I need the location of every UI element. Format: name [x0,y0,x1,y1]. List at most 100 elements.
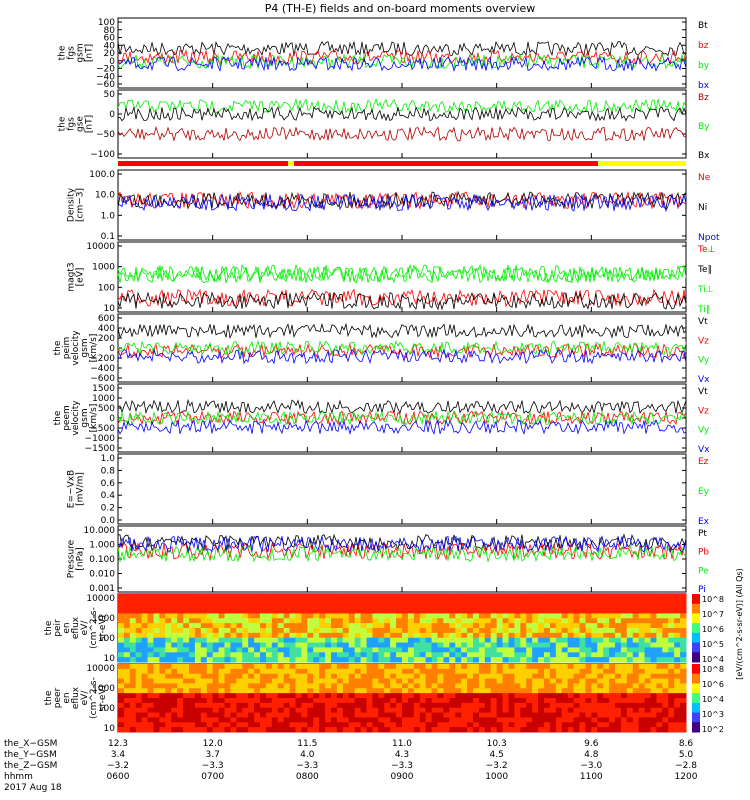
heatmap-cell [508,698,515,704]
heatmap-cell [603,632,610,639]
heatmap-cell [484,613,492,619]
heatmap-cell [680,594,687,600]
heatmap-cell [597,603,604,610]
heatmap-cell [680,618,687,624]
heatmap-cell [206,717,214,723]
heatmap-cell [567,693,575,699]
heatmap-cell [437,647,444,653]
heatmap-cell [194,717,202,723]
heatmap-cell [206,613,214,619]
heatmap-cell [656,668,663,675]
heatmap-cell [396,678,403,684]
heatmap-cell [555,664,563,670]
heatmap-cell [283,678,291,684]
heatmap-cell [585,647,592,653]
heatmap-cell [615,618,622,624]
heatmap-cell [431,722,438,728]
heatmap-cell [348,594,356,600]
heatmap-cell [597,717,604,723]
heatmap-cell [591,623,598,629]
heatmap-cell [147,678,154,684]
heatmap-cell [271,702,279,709]
heatmap-cell [597,707,604,714]
heatmap-cell [425,702,433,709]
heatmap-cell [496,712,504,718]
heatmap-cell [662,657,669,663]
heatmap-cell [147,623,154,629]
heatmap-cell [544,608,551,614]
heatmap-cell [313,664,320,670]
heatmap-cell [153,702,160,709]
y-label-line: the [58,45,68,60]
heatmap-cell [597,632,604,639]
heatmap-cell [183,722,190,728]
heatmap-cell [260,647,267,653]
heatmap-cell [372,603,379,610]
heatmap-cell [520,647,527,653]
heatmap-cell [396,717,403,723]
heatmap-cell [212,717,220,723]
heatmap-cell [413,652,421,658]
heatmap-cell [615,722,622,728]
heatmap-cell [254,668,261,675]
heatmap-cell [354,608,362,614]
heatmap-cell [437,613,444,619]
heatmap-cell [526,632,533,639]
heatmap-cell [260,673,267,680]
heatmap-cell [218,664,225,670]
heatmap-cell [585,722,592,728]
heatmap-cell [437,628,444,634]
heatmap-cell [295,664,302,670]
heatmap-cell [490,657,498,663]
heatmap-cell [301,642,308,648]
heatmap-cell [567,678,575,684]
heatmap-cell [307,673,314,680]
heatmap-cell [632,688,640,694]
heatmap-cell [230,693,237,699]
heatmap-cell [183,613,190,619]
heatmap-cell [354,603,362,610]
heatmap-cell [638,668,646,675]
heatmap-cell [650,613,657,619]
heatmap-cell [248,623,255,629]
heatmap-cell [650,702,657,709]
heatmap-cell [390,693,397,699]
heatmap-cell [514,618,521,624]
heatmap-cell [342,603,350,610]
heatmap-cell [378,657,385,663]
heatmap-cell [437,683,444,689]
heatmap-cell [437,594,444,600]
heatmap-cell [496,702,504,709]
heatmap-cell [396,668,403,675]
heatmap-cell [662,603,669,610]
y-label-line: sr-eV) [98,685,108,711]
heatmap-cell [449,594,456,600]
heatmap-cell [366,678,373,684]
heatmap-cell [496,717,504,723]
heatmap-cell [644,668,651,675]
heatmap-cell [200,683,208,689]
heatmap-cell [632,712,640,718]
heatmap-cell [277,673,285,680]
heatmap-cell [265,623,273,629]
heatmap-cell [626,594,634,600]
heatmap-cell [378,613,385,619]
heatmap-cell [390,632,397,639]
heatmap-cell [159,683,166,689]
heatmap-cell [650,632,657,639]
heatmap-cell [638,717,646,723]
heatmap-cell [425,652,433,658]
heatmap-cell [443,664,450,670]
heatmap-cell [490,698,498,704]
y-label-line: eV/ [80,620,90,636]
heatmap-cell [212,642,220,648]
heatmap-cell [526,698,533,704]
heatmap-cell [301,707,308,714]
heatmap-cell [473,594,480,600]
x-row-value: 12.3 [108,739,128,749]
heatmap-cell [413,683,421,689]
heatmap-cell [484,632,492,639]
heatmap-cell [366,698,373,704]
heatmap-cell [260,683,267,689]
y-tick-label: 0 [109,57,115,67]
